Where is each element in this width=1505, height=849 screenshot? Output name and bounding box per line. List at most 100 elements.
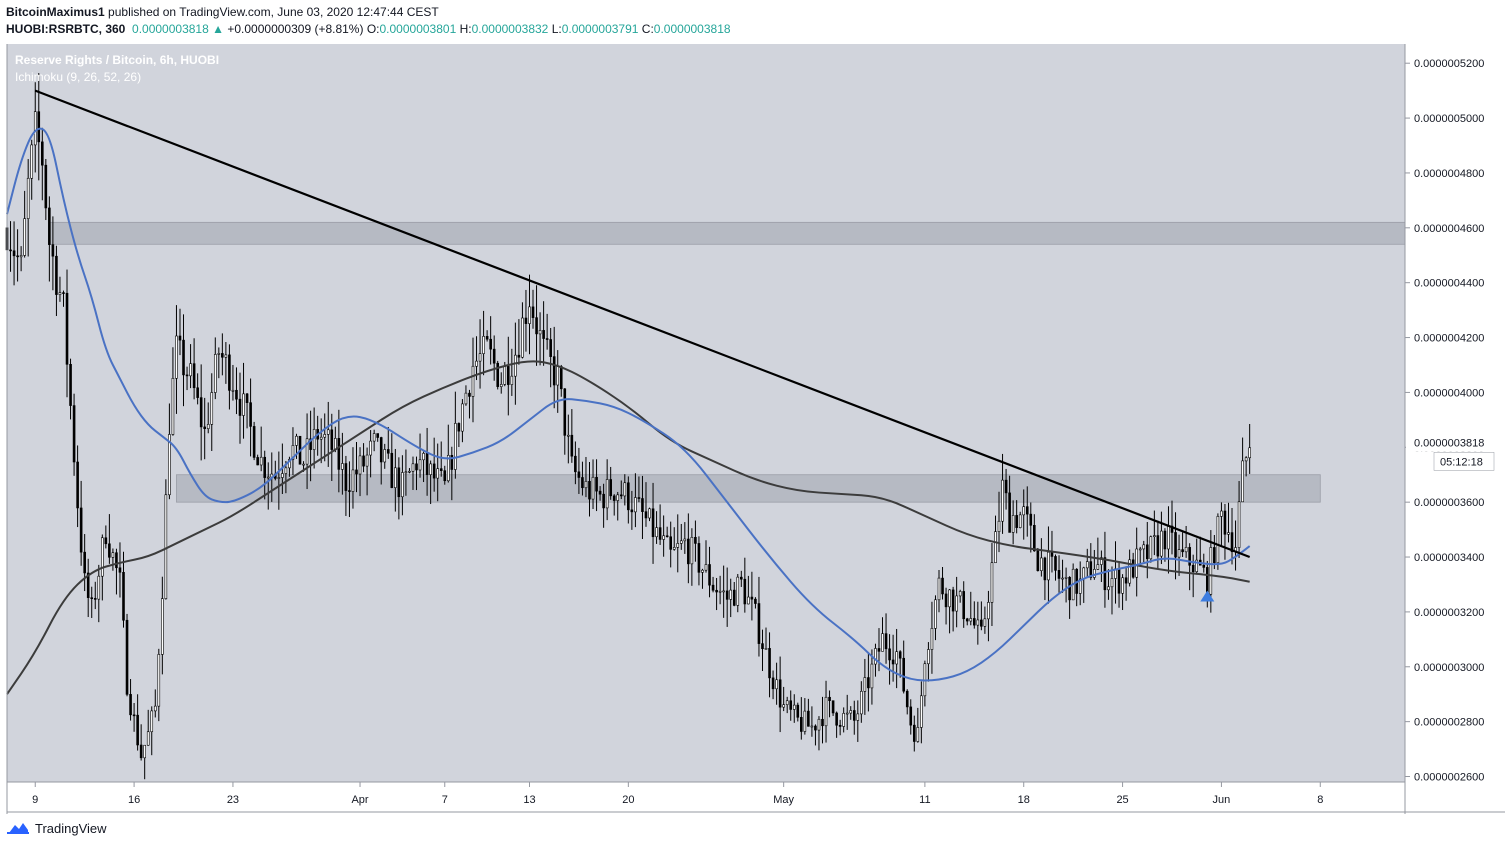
candle-body[interactable] (849, 710, 853, 714)
candle-body[interactable] (852, 710, 856, 721)
candle-body[interactable] (457, 423, 461, 432)
candle-body[interactable] (768, 648, 771, 679)
candle-body[interactable] (912, 724, 916, 742)
candle-body[interactable] (920, 695, 923, 728)
candle-body[interactable] (1047, 551, 1050, 581)
conversion-line[interactable] (6, 127, 1251, 682)
candle-body[interactable] (916, 727, 920, 742)
candle-body[interactable] (305, 438, 309, 465)
candle-body[interactable] (249, 402, 252, 427)
candle-body[interactable] (1061, 577, 1064, 580)
candle-body[interactable] (683, 538, 687, 542)
candle-body[interactable] (485, 336, 489, 340)
candle-body[interactable] (69, 364, 72, 406)
candle-body[interactable] (1191, 564, 1195, 573)
candle-body[interactable] (863, 677, 867, 692)
candle-body[interactable] (446, 455, 450, 482)
candle-body[interactable] (796, 704, 800, 718)
candle-body[interactable] (648, 508, 651, 519)
candle-body[interactable] (1248, 447, 1251, 459)
candle-body[interactable] (609, 479, 612, 497)
candle-body[interactable] (1093, 569, 1096, 578)
candle-body[interactable] (259, 456, 263, 466)
candle-body[interactable] (725, 590, 729, 600)
candle-body[interactable] (867, 677, 870, 689)
candle-body[interactable] (1142, 544, 1146, 550)
candle-body[interactable] (288, 459, 291, 469)
candle-body[interactable] (814, 725, 817, 731)
candle-body[interactable] (778, 679, 782, 708)
candle-body[interactable] (143, 744, 146, 759)
candle-body[interactable] (612, 495, 616, 501)
footer-brand[interactable]: TradingView (6, 820, 107, 836)
candle-body[interactable] (549, 339, 552, 357)
candle-body[interactable] (23, 218, 26, 256)
candle-body[interactable] (701, 569, 704, 573)
candle-body[interactable] (521, 317, 524, 358)
candle-body[interactable] (888, 648, 891, 661)
candle-body[interactable] (108, 543, 111, 558)
candle-body[interactable] (528, 306, 531, 324)
candle-body[interactable] (330, 429, 334, 450)
candle-body[interactable] (86, 572, 90, 598)
candle-body[interactable] (37, 111, 41, 143)
candle-body[interactable] (97, 575, 101, 600)
candle-body[interactable] (531, 306, 535, 318)
candle-body[interactable] (1184, 547, 1188, 553)
candle-body[interactable] (1008, 492, 1011, 533)
candle-body[interactable] (79, 507, 83, 553)
candle-body[interactable] (785, 700, 789, 705)
candle-body[interactable] (905, 690, 909, 708)
candle-body[interactable] (1025, 506, 1029, 515)
candle-body[interactable] (980, 619, 983, 627)
candle-body[interactable] (242, 393, 245, 416)
candle-body[interactable] (1096, 564, 1100, 570)
candle-body[interactable] (9, 249, 12, 252)
candle-body[interactable] (1128, 559, 1131, 584)
candle-body[interactable] (171, 378, 175, 435)
candle-body[interactable] (842, 713, 845, 727)
candle-body[interactable] (605, 479, 609, 509)
candle-body[interactable] (397, 467, 401, 498)
candle-body[interactable] (990, 562, 994, 603)
candle-body[interactable] (835, 712, 838, 726)
candle-body[interactable] (898, 651, 902, 659)
candle-body[interactable] (295, 435, 298, 446)
candle-body[interactable] (72, 405, 76, 463)
candle-body[interactable] (930, 628, 934, 650)
candle-body[interactable] (1011, 515, 1015, 533)
candle-body[interactable] (464, 392, 468, 405)
candle-body[interactable] (418, 459, 422, 471)
candle-body[interactable] (955, 595, 958, 612)
candle-body[interactable] (524, 317, 528, 324)
candle-body[interactable] (362, 455, 365, 467)
candle-body[interactable] (860, 691, 863, 715)
candle-body[interactable] (1001, 479, 1004, 522)
candle-body[interactable] (1107, 586, 1110, 591)
candle-body[interactable] (291, 445, 295, 460)
candle-body[interactable] (732, 589, 736, 606)
candle-body[interactable] (1015, 515, 1018, 528)
descending-trendline[interactable] (34, 89, 1251, 559)
candle-body[interactable] (634, 497, 637, 513)
candle-body[interactable] (93, 598, 97, 600)
candle-body[interactable] (538, 330, 542, 335)
candle-body[interactable] (1223, 510, 1227, 535)
candle-body[interactable] (125, 619, 129, 695)
candle-body[interactable] (475, 360, 478, 367)
candle-body[interactable] (1177, 549, 1181, 558)
candle-body[interactable] (372, 433, 376, 442)
candle-body[interactable] (535, 317, 538, 335)
candle-body[interactable] (856, 713, 860, 721)
candle-body[interactable] (394, 467, 397, 488)
candle-body[interactable] (344, 463, 348, 491)
candle-body[interactable] (238, 398, 242, 416)
candle-body[interactable] (1103, 557, 1107, 591)
candle-body[interactable] (337, 438, 341, 470)
candle-body[interactable] (750, 596, 754, 600)
candle-body[interactable] (623, 482, 627, 497)
candle-body[interactable] (365, 454, 369, 467)
candle-body[interactable] (351, 469, 355, 492)
candle-body[interactable] (411, 463, 415, 472)
candle-body[interactable] (637, 497, 641, 499)
